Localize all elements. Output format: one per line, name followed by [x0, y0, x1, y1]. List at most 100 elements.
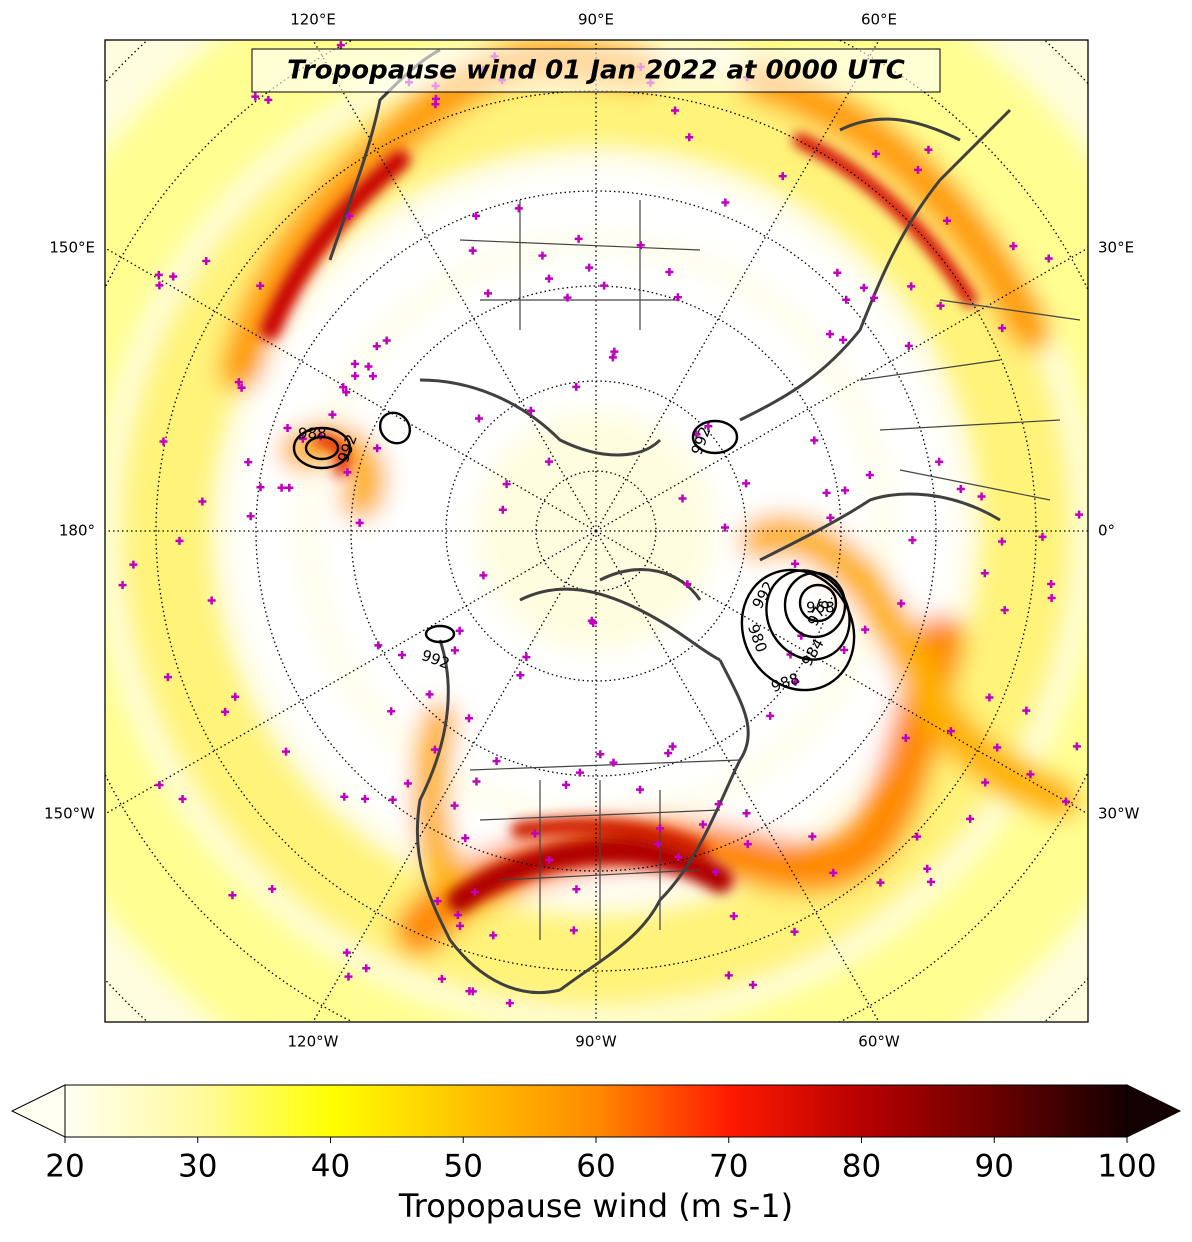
station-marker	[668, 742, 677, 751]
station-marker	[840, 645, 849, 654]
station-marker	[472, 777, 481, 786]
station-marker	[704, 422, 713, 431]
station-marker	[609, 758, 618, 767]
station-marker	[178, 795, 187, 804]
station-marker	[980, 569, 989, 578]
lon-label: 30°W	[1098, 805, 1140, 823]
lon-label: 90°E	[578, 11, 614, 29]
station-marker	[665, 268, 674, 277]
station-marker	[569, 926, 578, 935]
station-marker	[489, 931, 498, 940]
lon-label: 90°W	[575, 1033, 617, 1051]
station-marker	[472, 211, 481, 220]
station-marker	[742, 479, 751, 488]
station-marker	[264, 95, 273, 104]
station-marker	[993, 743, 1002, 752]
station-marker	[870, 293, 879, 302]
station-marker	[175, 536, 184, 545]
station-marker	[825, 330, 834, 339]
station-marker	[748, 980, 757, 989]
station-marker	[350, 359, 359, 368]
station-marker	[926, 877, 935, 886]
lon-label: 60°W	[858, 1033, 900, 1051]
station-marker	[479, 571, 488, 580]
station-marker	[859, 283, 868, 292]
station-marker	[829, 868, 838, 877]
station-marker	[231, 692, 240, 701]
station-marker	[545, 855, 554, 864]
station-marker	[790, 927, 799, 936]
station-marker	[600, 281, 609, 290]
station-marker	[998, 324, 1007, 333]
station-marker	[461, 834, 470, 843]
station-marker	[516, 671, 525, 680]
station-marker	[574, 234, 583, 243]
lon-label: 150°W	[44, 805, 95, 823]
station-marker	[572, 885, 581, 894]
station-marker	[721, 198, 730, 207]
station-marker	[437, 974, 446, 983]
station-marker	[345, 211, 354, 220]
station-marker	[372, 342, 381, 351]
station-marker	[202, 257, 211, 266]
station-marker	[936, 301, 945, 310]
station-marker	[277, 483, 286, 492]
station-marker	[966, 814, 975, 823]
map-frame	[104, 39, 1089, 1023]
station-marker	[791, 559, 800, 568]
station-marker	[342, 388, 351, 397]
colorbar-label: Tropopause wind (m s-1)	[398, 1187, 793, 1225]
lon-label: 120°E	[290, 11, 336, 29]
station-marker	[913, 165, 922, 174]
station-marker	[374, 641, 383, 650]
station-marker	[163, 673, 172, 682]
station-marker	[683, 580, 692, 589]
colorbar-extend-max	[1126, 1084, 1182, 1138]
station-marker	[671, 106, 680, 115]
station-marker	[636, 241, 645, 250]
lon-label: 30°E	[1098, 239, 1134, 257]
lon-label: 180°	[59, 522, 95, 540]
station-marker	[154, 270, 163, 279]
station-marker	[362, 964, 371, 973]
colorbar: Tropopause wind (m s-1) 20 30 40 50 60 70 80 90…	[10, 1084, 1182, 1225]
station-marker	[351, 371, 360, 380]
station-marker	[450, 646, 459, 655]
map-field	[105, 40, 1088, 1022]
station-marker	[562, 780, 571, 789]
station-marker	[778, 172, 787, 181]
station-marker	[833, 268, 842, 277]
map-title: Tropopause wind 01 Jan 2022 at 0000 UTC	[287, 56, 905, 86]
station-marker	[159, 437, 168, 446]
station-marker	[861, 625, 870, 634]
station-marker	[118, 581, 127, 590]
station-marker	[575, 768, 584, 777]
station-marker	[908, 536, 917, 545]
station-marker	[268, 885, 277, 894]
station-marker	[453, 911, 462, 920]
station-marker	[678, 494, 687, 503]
station-marker	[244, 458, 253, 467]
contour-label: 968	[806, 599, 835, 617]
colorbar-tick-label: 40	[311, 1149, 350, 1185]
station-marker	[901, 733, 910, 742]
station-marker	[685, 133, 694, 142]
station-marker	[907, 282, 916, 291]
station-marker	[1009, 242, 1018, 251]
station-marker	[943, 216, 952, 225]
station-marker	[841, 486, 850, 495]
station-marker	[656, 824, 665, 833]
lon-label: 0°	[1098, 522, 1115, 540]
station-marker	[484, 289, 493, 298]
station-marker	[468, 987, 477, 996]
station-marker	[355, 518, 364, 527]
station-marker	[403, 779, 412, 788]
station-marker	[256, 281, 265, 290]
station-marker	[522, 653, 531, 662]
colorbar-extend-min	[10, 1084, 66, 1138]
station-marker	[425, 690, 434, 699]
station-marker	[1000, 606, 1009, 615]
station-marker	[430, 745, 439, 754]
station-marker	[155, 281, 164, 290]
